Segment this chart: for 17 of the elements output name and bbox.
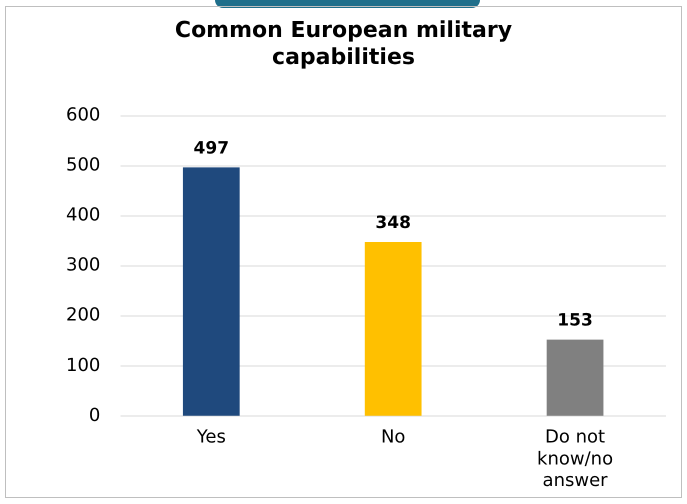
data-label: 348 — [375, 212, 411, 233]
chart-title: Common European military capabilities — [174, 17, 514, 71]
y-tick-label: 300 — [66, 254, 100, 276]
data-label: 153 — [557, 310, 593, 331]
y-tick-label: 400 — [66, 204, 100, 226]
y-tick-label: 500 — [66, 154, 100, 176]
x-tick-label: Yes — [196, 426, 226, 448]
y-tick-label: 100 — [66, 354, 100, 376]
bar — [364, 242, 422, 416]
x-tick-label: No — [380, 426, 406, 448]
data-label: 497 — [194, 138, 230, 158]
y-tick-label: 200 — [66, 304, 100, 326]
y-tick-label: 0 — [88, 404, 100, 426]
bar — [182, 167, 240, 416]
y-tick-label: 600 — [66, 104, 100, 126]
x-tick-label: Do not know/no answer — [537, 426, 614, 491]
bar — [546, 340, 604, 416]
